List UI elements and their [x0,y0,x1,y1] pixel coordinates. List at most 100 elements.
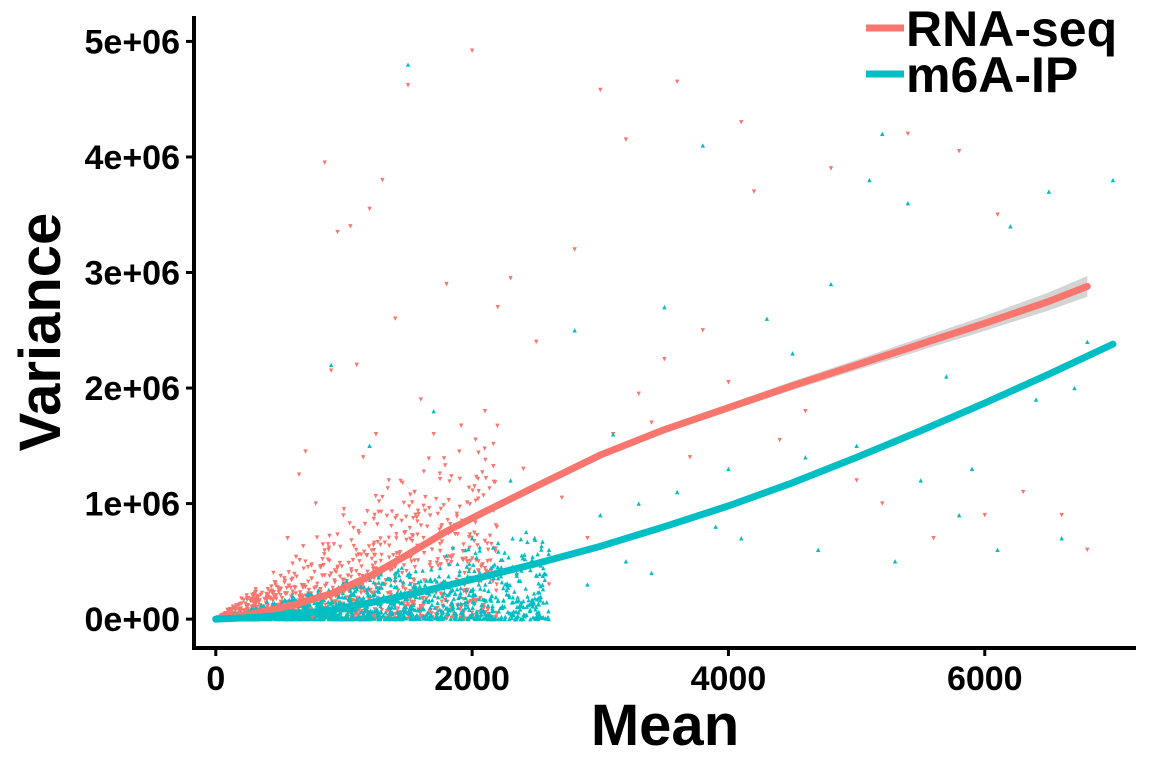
point [265,586,270,592]
point [388,610,393,615]
point [428,616,434,622]
point [494,525,500,530]
point [357,595,362,600]
point [361,616,366,622]
point [386,576,391,581]
point [421,469,427,474]
point [546,616,551,622]
point [293,585,298,591]
point [499,616,504,622]
point [371,547,377,553]
point [455,561,460,567]
point [239,608,244,613]
point [468,598,474,604]
point [444,611,450,617]
point [244,593,249,598]
point [322,160,327,165]
point [405,602,411,607]
point [506,592,512,598]
point [418,523,424,528]
point [509,613,514,618]
point [359,564,364,569]
point [482,446,487,451]
point [322,548,327,553]
point [322,573,327,578]
point [485,558,490,564]
point [423,616,428,621]
point [518,600,524,605]
point [418,605,424,610]
point [470,556,475,561]
point [880,131,885,137]
point [539,615,545,620]
point [372,616,377,621]
point [437,541,443,547]
point [398,478,403,484]
point [439,594,445,599]
point [326,599,331,605]
point [373,560,378,566]
point [478,607,484,612]
point [508,276,513,281]
point [513,616,519,622]
trend-layer [212,282,1117,623]
point [458,423,464,428]
point [307,602,312,607]
point [496,549,501,554]
point [408,536,413,542]
point [854,443,859,449]
point [431,432,436,437]
point [533,339,539,345]
point [437,471,443,476]
point [415,519,420,524]
point [450,587,455,592]
x-tick-label: 4000 [691,660,767,698]
point [332,600,337,605]
point [434,579,440,584]
point [495,564,500,570]
point [450,545,456,550]
point [296,472,302,477]
point [327,612,332,617]
point [466,592,472,598]
point [892,559,898,564]
point [244,597,250,602]
point [264,591,269,597]
point [253,605,258,610]
point [442,463,448,468]
point [485,541,490,546]
point [444,597,449,603]
point [251,594,256,599]
point [380,494,385,500]
point [275,585,280,590]
point [539,547,544,552]
point [282,576,287,581]
point [290,589,295,594]
point [371,579,376,585]
point [367,593,373,599]
point [452,610,457,616]
point [514,571,519,576]
point [470,605,475,610]
point [415,580,421,585]
point [428,612,433,618]
point [982,512,987,518]
point [488,558,493,563]
point [335,532,340,537]
point [412,489,417,495]
point [490,579,496,584]
point [540,587,546,592]
point [482,538,488,544]
point [258,592,264,598]
point [319,603,325,608]
point [491,463,496,469]
point [403,587,408,592]
point [1059,512,1064,518]
point [365,610,371,616]
point [407,525,413,531]
point [390,599,395,605]
point [495,304,500,310]
point [294,574,299,579]
point [480,608,486,614]
point [499,565,504,570]
